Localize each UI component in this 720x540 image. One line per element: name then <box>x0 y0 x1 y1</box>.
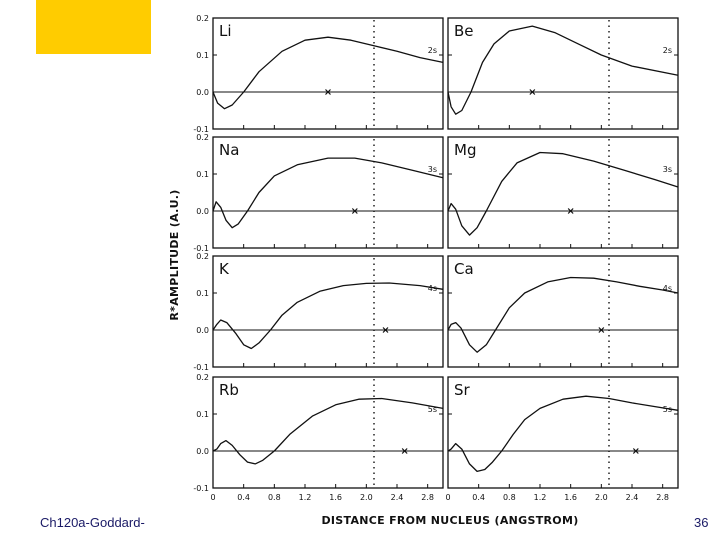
panel-frame <box>212 17 444 130</box>
x-tick-label: 1.6 <box>329 493 342 502</box>
element-label: Ca <box>454 260 474 278</box>
y-tick-label: -0.1 <box>193 363 209 372</box>
radius-marker <box>632 448 639 454</box>
orbital-curve <box>212 36 444 110</box>
element-label: K <box>219 260 230 278</box>
panel-na: -0.1 0.0 0.1 0.2 Na 3s <box>193 133 444 253</box>
panel-rb: -0.1 0.0 0.1 0.2 Rb 5s <box>193 373 444 493</box>
y-axis-label: R*AMPLITUDE (A.U.) <box>168 189 181 320</box>
x-tick-label: 0.4 <box>472 493 485 502</box>
page-number: 36 <box>694 515 709 530</box>
orbital-label: 3s <box>428 165 437 174</box>
element-label: Be <box>454 22 474 40</box>
y-tick-label: 0.2 <box>196 14 209 23</box>
x-tick-label: 2.4 <box>626 493 639 502</box>
y-tick-label: -0.1 <box>193 125 209 134</box>
radius-marker <box>351 208 358 214</box>
orbital-label: 5s <box>428 405 437 414</box>
radius-marker <box>382 327 389 333</box>
element-label: Rb <box>219 381 239 399</box>
y-tick-label: 0.2 <box>196 252 209 261</box>
panel-k: -0.1 0.0 0.1 0.2 K 4s <box>193 252 444 372</box>
radius-marker <box>325 89 331 95</box>
x-tick-label: 2.8 <box>656 493 669 502</box>
orbital-label: 4s <box>428 284 437 293</box>
panel-frame <box>212 255 444 368</box>
x-tick-label: 0.8 <box>268 493 281 502</box>
x-tick-label: 2.0 <box>360 493 373 502</box>
radius-marker <box>567 208 574 214</box>
y-tick-label: 0.1 <box>196 289 209 298</box>
footer-course-label: Ch120a-Goddard- <box>40 515 145 530</box>
y-tick-label: 0.1 <box>196 410 209 419</box>
y-tick-label: 0.1 <box>196 51 209 60</box>
panel-mg: Mg 3s <box>447 136 679 249</box>
radius-marker <box>529 89 536 95</box>
orbital-curve <box>447 151 679 236</box>
element-label: Li <box>219 22 232 40</box>
orbital-label: 2s <box>428 46 437 55</box>
y-tick-label: 0.0 <box>196 326 209 335</box>
panel-frame <box>447 17 679 130</box>
x-tick-label: 1.6 <box>564 493 577 502</box>
orbital-curve <box>212 157 444 229</box>
x-tick-label: 1.2 <box>534 493 547 502</box>
panel-frame <box>447 136 679 249</box>
y-tick-label: 0.1 <box>196 170 209 179</box>
panel-frame <box>447 376 679 489</box>
orbital-label: 4s <box>663 284 672 293</box>
orbital-label: 2s <box>663 46 672 55</box>
y-tick-label: 0.2 <box>196 373 209 382</box>
panel-frame <box>212 136 444 249</box>
y-tick-label: 0.0 <box>196 207 209 216</box>
radius-marker <box>401 448 408 454</box>
panel-grid: -0.10.00.10.2Li2sBe2s-0.10.00.10.2Na3sMg… <box>193 14 679 502</box>
y-tick-label: 0.2 <box>196 133 209 142</box>
y-tick-label: 0.0 <box>196 88 209 97</box>
y-tick-label: -0.1 <box>193 244 209 253</box>
orbital-label: 5s <box>663 405 672 414</box>
y-tick-label: 0.0 <box>196 447 209 456</box>
radius-marker <box>598 327 605 333</box>
x-tick-label: 0.8 <box>503 493 516 502</box>
orbital-curve <box>212 397 444 465</box>
panel-frame <box>212 376 444 489</box>
element-label: Mg <box>454 141 476 159</box>
orbital-curve <box>447 25 679 115</box>
x-tick-label: 2.0 <box>595 493 608 502</box>
x-tick-label: 2.8 <box>421 493 434 502</box>
x-axis-label: DISTANCE FROM NUCLEUS (ANGSTROM) <box>321 514 578 527</box>
element-label: Sr <box>454 381 471 399</box>
x-tick-label: 0 <box>210 493 215 502</box>
panel-ca: Ca 4s <box>447 255 679 368</box>
element-label: Na <box>219 141 239 159</box>
orbital-curve <box>447 276 679 353</box>
panel-frame <box>447 255 679 368</box>
orbital-curve <box>212 282 444 350</box>
panel-sr: Sr 5s <box>447 376 679 489</box>
panel-be: Be 2s <box>447 17 679 130</box>
orbital-label: 3s <box>663 165 672 174</box>
y-tick-label: -0.1 <box>193 484 209 493</box>
accent-block <box>36 0 151 54</box>
x-tick-label: 2.4 <box>391 493 404 502</box>
x-tick-label: 1.2 <box>299 493 312 502</box>
orbital-curve <box>447 395 679 473</box>
x-tick-label: 0.4 <box>237 493 250 502</box>
x-tick-label: 0 <box>445 493 450 502</box>
panel-li: -0.1 0.0 0.1 0.2 Li 2s <box>193 14 444 134</box>
